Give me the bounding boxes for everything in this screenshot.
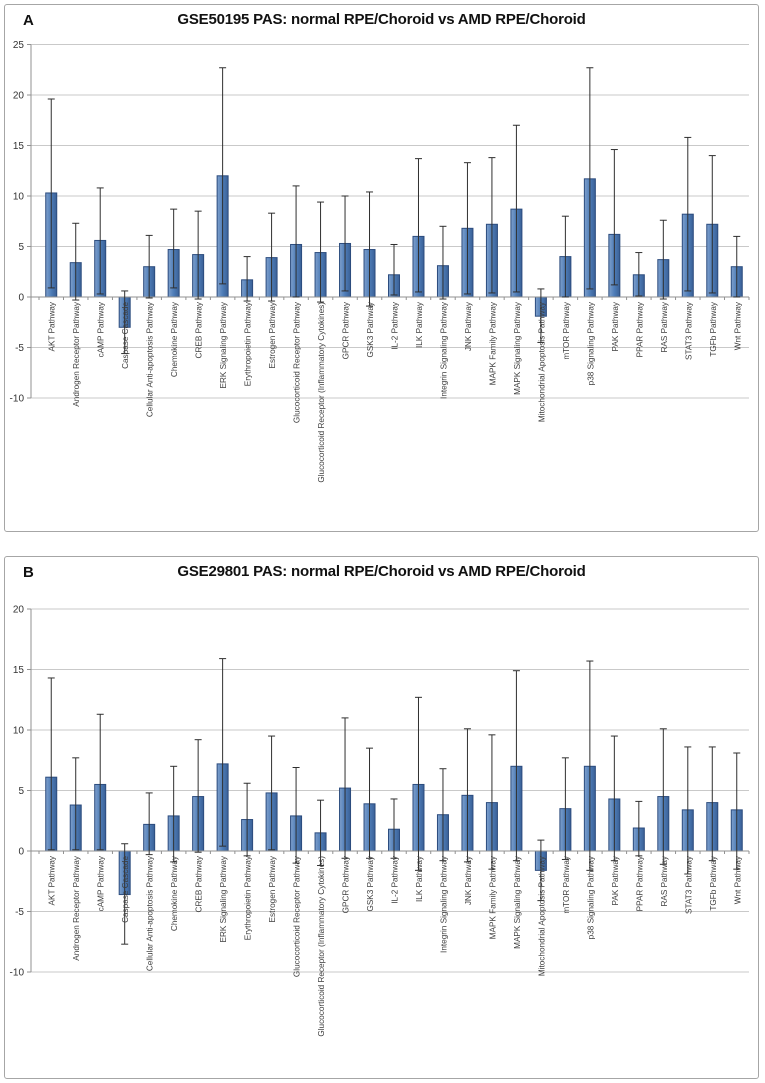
category-label: ILK Pathway [415, 855, 424, 902]
category-label: TGFb Pathway [709, 855, 718, 911]
category-label: p38 Signaling Pathway [586, 301, 595, 385]
category-label: GPCR Pathway [342, 301, 351, 359]
category-label: IL-2 Pathway [391, 855, 400, 904]
category-label: GSK3 Pathway [366, 301, 375, 357]
y-tick-label: 0 [18, 293, 24, 304]
category-label: Androgen Receptor Pathway [72, 855, 81, 961]
panel-b: GSE29801 PAS: normal RPE/Choroid vs AMD … [4, 556, 759, 1079]
bar-chart-b: 20 15 10 5 0 -5 -10 AKT Pathway Androgen Recepto… [10, 605, 750, 1037]
category-label: RAS Pathway [660, 301, 669, 352]
category-label: CREB Pathway [195, 855, 204, 912]
category-label: p38 Signaling Pathway [586, 855, 595, 939]
bar-chart-a: 25 20 15 10 5 0 -5 -10 AKT Pathway Androgen Recep… [10, 40, 750, 483]
y-tick-label: 15 [13, 141, 25, 152]
category-label: Caspase Cascade [121, 302, 130, 369]
category-label: Androgen Receptor Pathway [72, 301, 81, 407]
category-label: Integrin Signaling Pathway [439, 301, 448, 399]
category-label: Estrogen Pathway [268, 301, 277, 368]
category-label: Erythropoietin Pathway [244, 301, 253, 386]
category-label: STAT3 Pathway [684, 855, 693, 914]
category-label: Glucocorticoid Receptor (Inflammatory Cy… [317, 856, 326, 1037]
y-tick-label: 10 [13, 192, 25, 203]
panel-a-letter: A [23, 12, 34, 29]
y-tick-label: -10 [10, 394, 25, 405]
category-label: RAS Pathway [660, 855, 669, 906]
category-label: GSK3 Pathway [366, 855, 375, 911]
category-label: JNK Pathway [464, 301, 473, 351]
category-label: Erythropoietin Pathway [244, 855, 253, 940]
y-tick-label: 20 [13, 91, 25, 102]
category-label: TGFb Pathway [709, 301, 718, 357]
category-label: Mitochondrial Apoptosis Pathway [537, 855, 546, 976]
category-label: PAK Pathway [611, 301, 620, 351]
category-label: CREB Pathway [195, 301, 204, 358]
category-label: ILK Pathway [415, 301, 424, 348]
y-tick-label: -10 [10, 968, 25, 979]
category-label: MAPK Signaling Pathway [513, 855, 522, 949]
category-label: JNK Pathway [464, 855, 473, 905]
category-label: Chemokine Pathway [170, 301, 179, 377]
category-label: Mitochondrial Apoptosis Pathway [537, 301, 546, 422]
category-label: MAPK Family Pathway [488, 855, 497, 939]
category-label: ERK Signaling Pathway [219, 855, 228, 942]
y-tick-label: -5 [15, 343, 24, 354]
y-tick-label: -5 [15, 907, 24, 918]
category-label: AKT Pathway [48, 301, 57, 351]
category-label: Chemokine Pathway [170, 855, 179, 931]
panel-b-letter: B [23, 564, 34, 581]
category-label: Glucocorticoid Receptor Pathway [293, 855, 302, 977]
category-label: PPAR Pathway [635, 855, 644, 911]
category-label: ERK Signaling Pathway [219, 301, 228, 388]
y-tick-label: 25 [13, 40, 25, 51]
category-label: cAMP Pathway [97, 855, 106, 911]
y-tick-label: 20 [13, 605, 25, 616]
category-label: PPAR Pathway [635, 301, 644, 357]
category-label: AKT Pathway [48, 855, 57, 905]
y-tick-label: 5 [18, 786, 24, 797]
category-label: mTOR Pathway [562, 301, 571, 360]
category-label: GPCR Pathway [342, 855, 351, 913]
category-label: STAT3 Pathway [684, 301, 693, 360]
y-tick-label: 0 [18, 847, 24, 858]
category-label: MAPK Family Pathway [488, 301, 497, 385]
panel-b-title: GSE29801 PAS: normal RPE/Choroid vs AMD … [177, 563, 586, 580]
y-tick-label: 5 [18, 242, 24, 253]
panel-a: GSE50195 PAS: normal RPE/Choroid vs AMD … [4, 4, 759, 532]
category-label: Wnt Pathway [733, 301, 742, 350]
category-label: Estrogen Pathway [268, 855, 277, 922]
category-label: Glucocorticoid Receptor (Inflammatory Cy… [317, 302, 326, 483]
category-label: MAPK Signaling Pathway [513, 301, 522, 395]
category-label: Caspase Cascade [121, 856, 130, 923]
category-label: mTOR Pathway [562, 855, 571, 914]
panel-a-title: GSE50195 PAS: normal RPE/Choroid vs AMD … [177, 11, 586, 28]
y-tick-label: 10 [13, 726, 25, 737]
category-label: PAK Pathway [611, 855, 620, 905]
category-label: Glucocorticoid Receptor Pathway [293, 301, 302, 423]
category-label: Cellular Anti-apoptosis Pathway [146, 855, 155, 971]
category-label: Wnt Pathway [733, 855, 742, 904]
y-tick-label: 15 [13, 665, 25, 676]
category-label: Cellular Anti-apoptosis Pathway [146, 301, 155, 417]
figure: GSE50195 PAS: normal RPE/Choroid vs AMD … [0, 4, 765, 1079]
category-label: Integrin Signaling Pathway [439, 855, 448, 953]
category-label: IL-2 Pathway [391, 301, 400, 350]
category-label: cAMP Pathway [97, 301, 106, 357]
